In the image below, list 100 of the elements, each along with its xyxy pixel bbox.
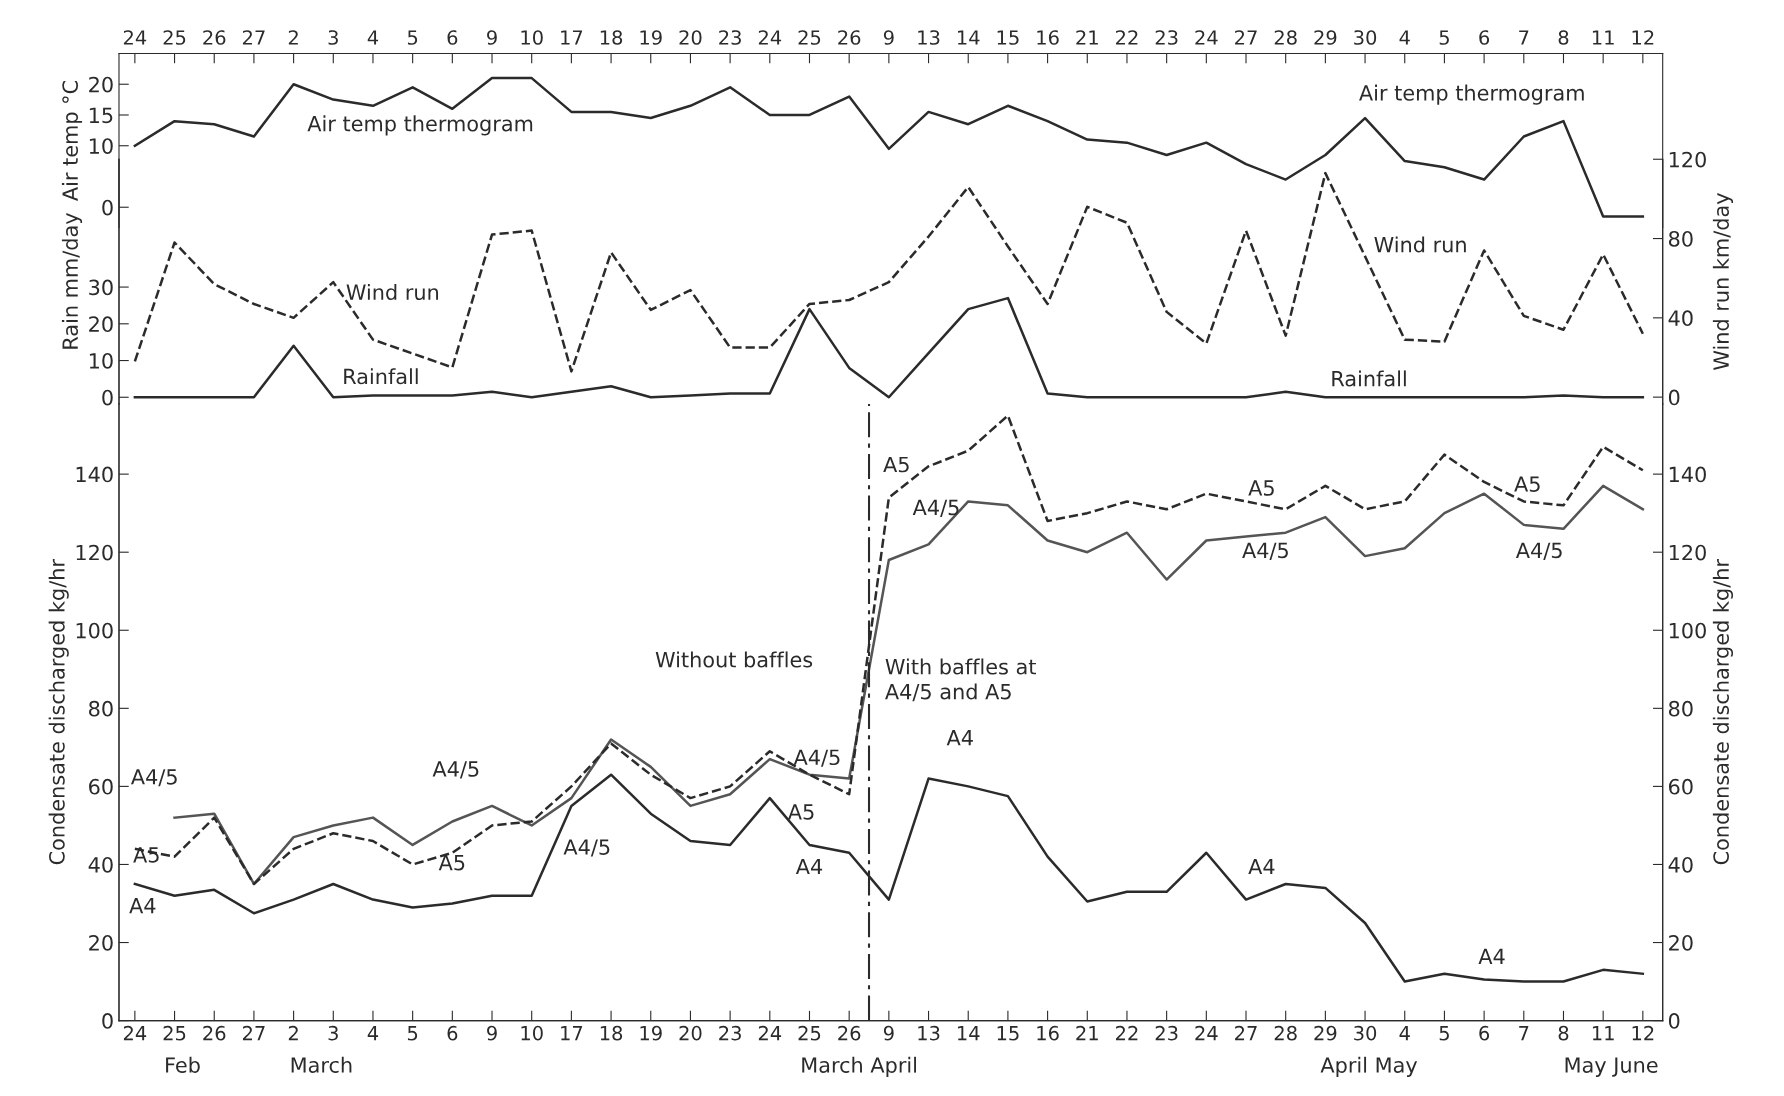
- x-tick-label: 19: [640, 1025, 662, 1041]
- x-tick-label: 23: [1155, 1025, 1178, 1041]
- x-tick-label: 23: [719, 1025, 741, 1041]
- x-tick-label: 5: [1439, 1026, 1449, 1041]
- x-tick-label: 8: [1558, 1025, 1569, 1041]
- y-tick-label: 15: [89, 107, 113, 124]
- x-tick-label: 24: [1195, 1025, 1218, 1041]
- x-tick-label: 2: [288, 30, 298, 45]
- annotation: Rainfall: [344, 368, 418, 385]
- y2-tick-label: 40: [1668, 856, 1693, 873]
- x-tick-label: 11: [1592, 30, 1614, 45]
- y2-tick-label: 0: [1668, 389, 1680, 406]
- x-tick-label: 25: [163, 1025, 186, 1041]
- y2-axis-title: Condensate discharged kg/hr: [1712, 559, 1734, 865]
- annotation: A5: [787, 804, 814, 820]
- annotation: Wind run: [1374, 236, 1466, 253]
- x-tick-label: 17: [561, 1026, 583, 1041]
- annotation: Rainfall: [1332, 370, 1406, 387]
- x-tick-label: 4: [367, 1026, 379, 1041]
- annotation: Air temp thermogram: [307, 115, 533, 136]
- x-tick-label: 12: [1632, 1025, 1654, 1041]
- x-tick-label: 17: [561, 30, 583, 45]
- y-tick-label: 40: [88, 856, 113, 873]
- x-tick-label: 15: [997, 30, 1019, 45]
- x-tick-label: 4: [1399, 1026, 1410, 1041]
- x-tick-label: 7: [1519, 1026, 1529, 1041]
- x-tick-label: 5: [407, 1026, 418, 1041]
- x-tick-label: 28: [1274, 30, 1297, 45]
- x-tick-label: 27: [242, 30, 265, 45]
- x-tick-label: 2: [288, 1025, 298, 1041]
- text: Feb: [166, 1056, 200, 1073]
- x-tick-label: 9: [883, 30, 894, 45]
- x-tick-label: 27: [1235, 1025, 1257, 1041]
- x-tick-label: 16: [1037, 30, 1059, 45]
- x-tick-label: 24: [123, 1025, 147, 1041]
- annotation: Without baffles: [655, 651, 813, 668]
- y-tick-label: 10: [89, 138, 113, 154]
- annotation: Air temp thermogram: [1359, 84, 1584, 105]
- x-tick-label: 21: [1076, 30, 1098, 45]
- y2-tick-label: 140: [1669, 466, 1706, 483]
- x-tick-label: 19: [640, 30, 662, 45]
- x-tick-label: 14: [957, 1026, 980, 1041]
- y-tick-label: 140: [76, 466, 113, 483]
- text: March April: [802, 1056, 917, 1077]
- x-tick-label: 27: [242, 1025, 265, 1041]
- y-tick-label: 0: [102, 389, 113, 406]
- annotation: A4/5: [912, 499, 959, 517]
- annotation: A4: [946, 730, 973, 746]
- y2-tick-label: 20: [1669, 934, 1693, 951]
- x-tick-label: 25: [798, 30, 821, 45]
- x-tick-label: 20: [679, 1025, 702, 1041]
- x-tick-label: 12: [1632, 30, 1654, 45]
- y2-tick-label: 100: [1669, 622, 1706, 639]
- x-tick-label: 29: [1314, 1025, 1337, 1041]
- annotation: A4: [795, 858, 823, 875]
- text: March: [291, 1056, 352, 1073]
- x-tick-label: 24: [758, 1025, 782, 1041]
- annotation: A4/5: [563, 839, 610, 857]
- y-tick-label: 120: [76, 544, 113, 561]
- x-tick-label: 22: [1116, 1025, 1138, 1041]
- x-tick-label: 15: [997, 1026, 1019, 1041]
- x-tick-label: 14: [957, 30, 980, 45]
- annotation: A4/5: [1515, 542, 1562, 560]
- y-tick-label: 30: [89, 279, 113, 296]
- annotation: A4/5: [432, 761, 479, 779]
- x-tick-label: 10: [521, 30, 543, 45]
- x-tick-label: 6: [1479, 1025, 1490, 1041]
- annotation: A5: [883, 456, 909, 473]
- x-tick-label: 4: [367, 30, 379, 45]
- x-tick-label: 21: [1076, 1025, 1098, 1041]
- x-tick-label: 13: [918, 30, 940, 45]
- annotation: A4: [1478, 948, 1505, 964]
- y-tick-label: 20: [89, 76, 113, 93]
- x-tick-label: 18: [600, 1025, 623, 1041]
- y-tick-label: 20: [89, 934, 113, 951]
- y2-tick-label: 60: [1669, 778, 1693, 795]
- x-tick-label: 26: [203, 30, 226, 45]
- x-tick-label: 24: [1195, 30, 1218, 45]
- x-tick-label: 11: [1592, 1026, 1614, 1041]
- x-tick-label: 18: [600, 30, 623, 45]
- annotation: Wind run: [346, 283, 439, 301]
- x-tick-label: 30: [1354, 30, 1377, 45]
- x-tick-label: 8: [1558, 30, 1569, 45]
- y-tick-label: 0: [102, 1013, 113, 1029]
- annotation: A5: [1514, 476, 1540, 492]
- x-tick-label: 24: [123, 30, 147, 45]
- y-tick-label: 80: [89, 700, 113, 717]
- x-tick-label: 23: [1155, 30, 1178, 45]
- x-tick-label: 20: [679, 30, 702, 45]
- x-tick-label: 26: [203, 1025, 226, 1041]
- x-tick-label: 6: [447, 1025, 458, 1041]
- x-tick-label: 3: [328, 1025, 338, 1041]
- x-tick-label: 6: [447, 30, 458, 45]
- x-tick-label: 13: [918, 1025, 940, 1041]
- y2-tick-label: 80: [1668, 700, 1693, 717]
- x-tick-label: 9: [487, 1025, 497, 1041]
- y-tick-label: 10: [89, 352, 113, 369]
- y2-tick-label: 40: [1668, 310, 1693, 327]
- y-tick-label: 60: [89, 778, 113, 795]
- annotation: A4/5: [1242, 542, 1288, 560]
